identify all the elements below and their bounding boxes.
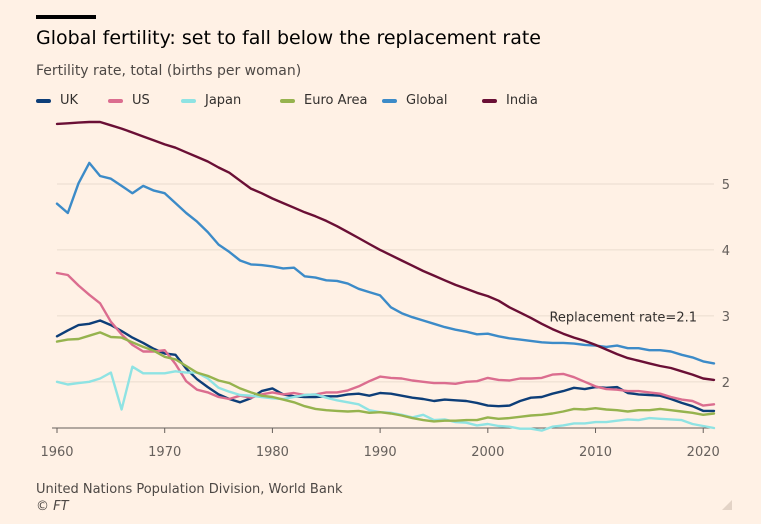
copyright-note: © FT xyxy=(36,499,69,514)
legend-item-global: Global xyxy=(382,93,447,108)
source-note: United Nations Population Division, Worl… xyxy=(36,482,343,497)
x-tick-label: 2000 xyxy=(471,445,504,460)
x-tick-label: 2010 xyxy=(579,445,612,460)
series-line-india xyxy=(55,120,716,382)
legend-label: Global xyxy=(406,93,448,108)
chart-subtitle: Fertility rate, total (births per woman) xyxy=(36,63,302,79)
x-tick-label: 1970 xyxy=(148,445,181,460)
series-line-uk xyxy=(55,319,716,413)
legend-item-uk: UK xyxy=(36,93,78,108)
legend-swatch xyxy=(482,98,497,103)
series-line-euro-area xyxy=(55,331,716,423)
y-tick-label: 4 xyxy=(722,244,730,259)
legend-swatch xyxy=(181,98,196,103)
legend-swatch xyxy=(108,98,123,103)
legend-label: US xyxy=(132,93,150,108)
x-tick-label: 1960 xyxy=(40,445,73,460)
series-line-us xyxy=(55,271,716,407)
legend-swatch xyxy=(36,98,51,103)
legend-item-euro-area: Euro Area xyxy=(280,93,368,108)
legend-item-us: US xyxy=(108,93,150,108)
legend-label: Euro Area xyxy=(304,93,368,108)
legend-label: UK xyxy=(60,93,79,108)
y-tick-label: 3 xyxy=(722,310,730,325)
legend-swatch xyxy=(280,98,295,103)
x-tick-label: 2020 xyxy=(687,445,720,460)
chart-legend: UK US Japan Euro Area Global India xyxy=(36,93,736,113)
brand-bar xyxy=(36,15,96,19)
corner-mark xyxy=(722,500,732,510)
legend-label: India xyxy=(506,93,538,108)
y-tick-label: 2 xyxy=(722,376,730,391)
y-tick-label: 5 xyxy=(722,178,730,193)
replacement-rate-annotation: Replacement rate=2.1 xyxy=(549,310,697,325)
series-line-global xyxy=(55,161,716,365)
legend-item-japan: Japan xyxy=(181,93,241,108)
legend-item-india: India xyxy=(482,93,538,108)
x-tick-label: 1980 xyxy=(256,445,289,460)
legend-label: Japan xyxy=(205,93,242,108)
legend-swatch xyxy=(382,98,397,103)
x-tick-label: 1990 xyxy=(364,445,397,460)
chart-title: Global fertility: set to fall below the … xyxy=(36,27,541,49)
